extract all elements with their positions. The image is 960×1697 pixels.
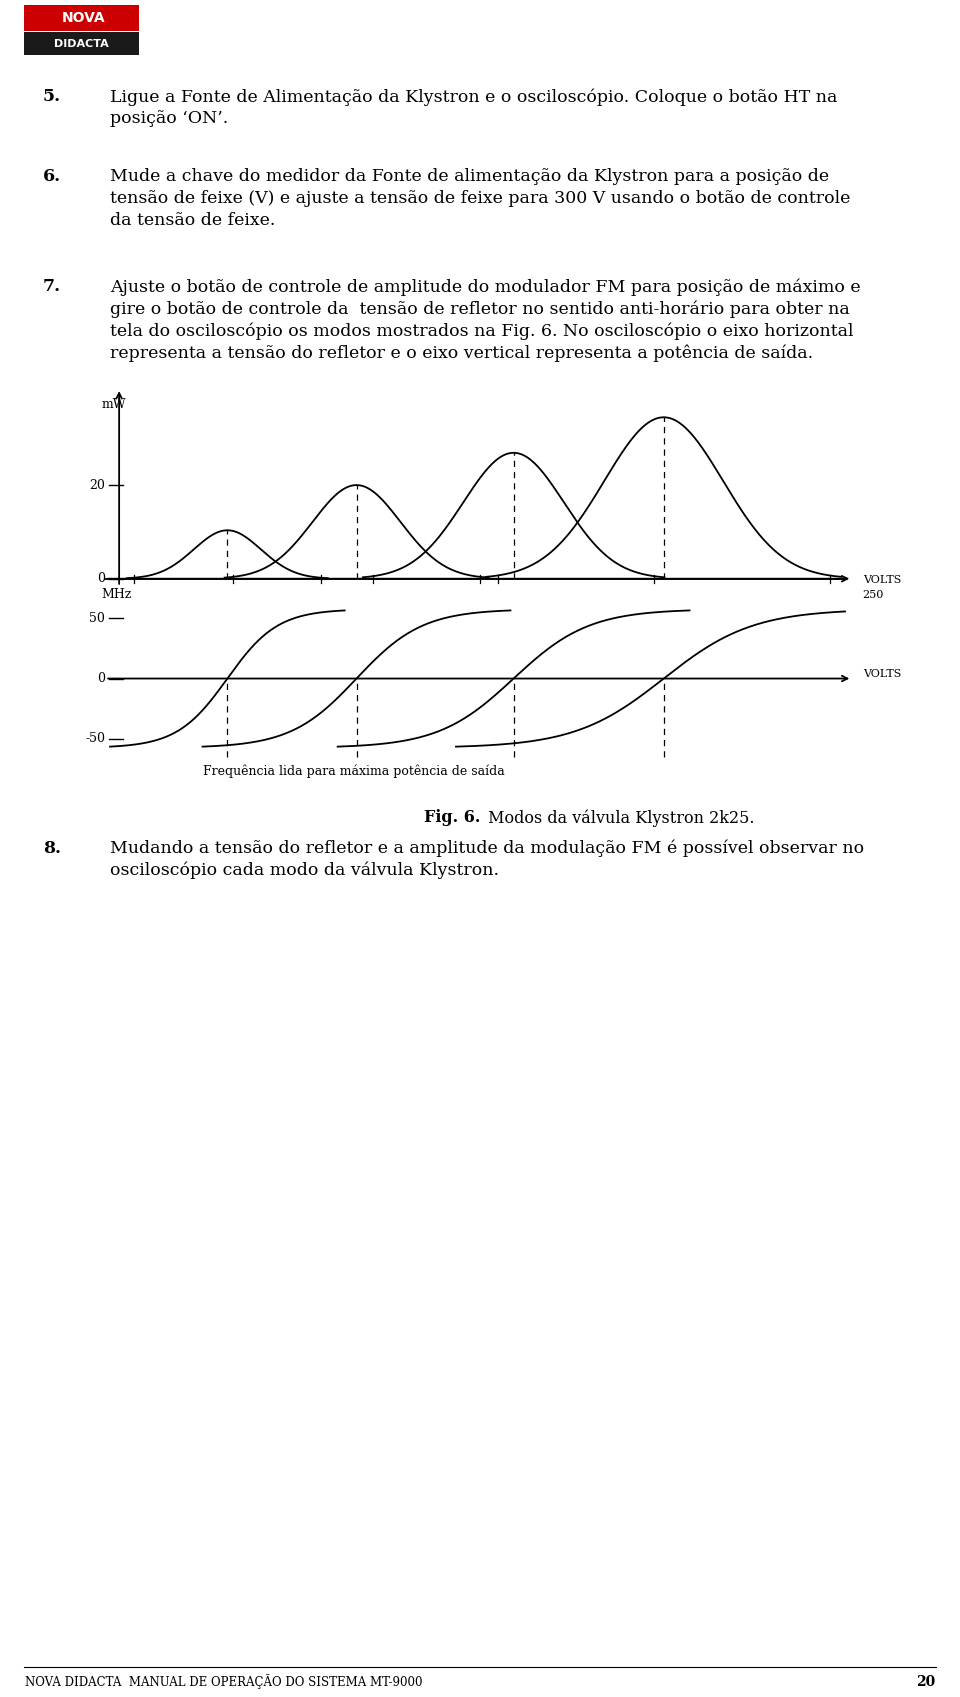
Text: Frequência lida para máxima potência de saída: Frequência lida para máxima potência de …: [203, 764, 505, 777]
Text: VOLTS: VOLTS: [863, 669, 901, 679]
Bar: [24, 32, 139, 54]
Text: 250: 250: [863, 591, 884, 599]
Text: mW: mW: [102, 397, 127, 411]
Text: Mudando a tensão do refletor e a amplitude da modulação FM é possível observar n: Mudando a tensão do refletor e a amplitu…: [110, 840, 864, 857]
Bar: [24, 5, 139, 31]
Text: 7.: 7.: [43, 278, 61, 295]
Text: representa a tensão do refletor e o eixo vertical representa a potência de saída: representa a tensão do refletor e o eixo…: [110, 344, 813, 361]
Text: 5.: 5.: [43, 88, 61, 105]
Text: VOLTS: VOLTS: [863, 575, 901, 585]
Text: tensão de feixe (V) e ajuste a tensão de feixe para 300 V usando o botão de cont: tensão de feixe (V) e ajuste a tensão de…: [110, 190, 851, 207]
Text: Fig. 6.: Fig. 6.: [423, 809, 480, 826]
Text: Ajuste o botão de controle de amplitude do modulador FM para posição de máximo e: Ajuste o botão de controle de amplitude …: [110, 278, 860, 295]
Text: 6.: 6.: [43, 168, 61, 185]
Text: 0: 0: [97, 572, 106, 585]
Text: Mude a chave do medidor da Fonte de alimentação da Klystron para a posição de: Mude a chave do medidor da Fonte de alim…: [110, 168, 829, 185]
Text: NOVA: NOVA: [61, 10, 106, 25]
Text: MHz: MHz: [102, 589, 132, 601]
Text: da tensão de feixe.: da tensão de feixe.: [110, 212, 276, 229]
Text: DIDACTA: DIDACTA: [54, 39, 109, 49]
Text: NOVA DIDACTA  MANUAL DE OPERAÇÃO DO SISTEMA MT-9000: NOVA DIDACTA MANUAL DE OPERAÇÃO DO SISTE…: [25, 1675, 422, 1690]
Text: Modos da válvula Klystron 2k25.: Modos da válvula Klystron 2k25.: [483, 809, 755, 826]
Text: tela do osciloscópio os modos mostrados na Fig. 6. No osciloscópio o eixo horizo: tela do osciloscópio os modos mostrados …: [110, 322, 853, 339]
Text: 8.: 8.: [43, 840, 61, 857]
Text: 0: 0: [97, 672, 106, 686]
Text: 20: 20: [916, 1675, 935, 1689]
Text: osciloscópio cada modo da válvula Klystron.: osciloscópio cada modo da válvula Klystr…: [110, 862, 499, 879]
Text: posição ‘ON’.: posição ‘ON’.: [110, 110, 228, 127]
Text: -50: -50: [85, 733, 106, 745]
Text: Ligue a Fonte de Alimentação da Klystron e o osciloscópio. Coloque o botão HT na: Ligue a Fonte de Alimentação da Klystron…: [110, 88, 837, 105]
Text: 50: 50: [89, 611, 106, 624]
Text: gire o botão de controle da  tensão de refletor no sentido anti-horário para obt: gire o botão de controle da tensão de re…: [110, 300, 850, 317]
Text: 20: 20: [89, 479, 106, 492]
